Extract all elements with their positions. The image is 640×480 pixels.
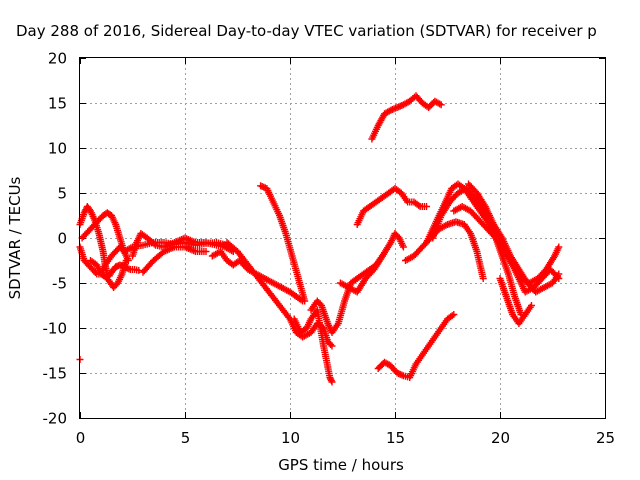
y-tick-label: -20 xyxy=(43,410,68,428)
data-series xyxy=(402,218,487,282)
y-tick-label: -15 xyxy=(43,365,68,383)
data-point xyxy=(328,342,336,350)
data-point xyxy=(528,302,535,309)
data-point xyxy=(555,243,563,251)
data-series xyxy=(496,275,535,327)
data-series xyxy=(257,182,309,305)
data-point xyxy=(450,311,458,318)
data-point xyxy=(124,257,132,264)
chart-title: Day 288 of 2016, Sidereal Day-to-day VTE… xyxy=(16,22,597,40)
plot-frame xyxy=(79,57,606,419)
x-tick-label: 5 xyxy=(181,429,191,447)
data-point xyxy=(423,203,430,210)
data-series xyxy=(290,306,336,386)
x-tick-label: 15 xyxy=(386,429,405,447)
y-tick-label: 20 xyxy=(48,50,67,68)
y-tick-label: 0 xyxy=(57,230,67,248)
data-point xyxy=(328,378,336,386)
data-series xyxy=(353,185,430,228)
data-point xyxy=(479,275,487,282)
x-tick-label: 0 xyxy=(76,429,86,447)
x-tick-label: 10 xyxy=(281,429,300,447)
axes: 0 5 10 15 20 25 20 15 10 5 0 -5 -10 -15 -20 xyxy=(43,50,616,448)
data-series xyxy=(368,92,445,143)
data-point xyxy=(555,270,563,278)
data-point xyxy=(415,201,423,209)
data-series xyxy=(336,230,407,296)
data-point xyxy=(202,248,210,255)
x-tick-label: 20 xyxy=(491,429,510,447)
y-tick-label: -5 xyxy=(52,275,67,293)
y-tick-label: 10 xyxy=(48,140,67,158)
data-point xyxy=(80,209,88,217)
data-point xyxy=(399,243,407,251)
data-series xyxy=(465,180,563,296)
data-point xyxy=(327,341,335,348)
data-series xyxy=(374,311,458,381)
x-tick-label: 25 xyxy=(596,429,615,447)
data-point xyxy=(301,297,309,305)
y-tick-label: -10 xyxy=(43,320,68,338)
data-series xyxy=(223,239,336,350)
y-axis-label: SDTVAR / TECUs xyxy=(6,176,24,299)
data-point xyxy=(385,107,393,115)
data-point xyxy=(436,100,444,108)
data-point xyxy=(448,312,456,320)
x-axis-label: GPS time / hours xyxy=(278,456,404,474)
data-point xyxy=(437,101,445,109)
data-series xyxy=(139,243,210,276)
y-tick-label: 15 xyxy=(48,95,67,113)
y-tick-label: 5 xyxy=(57,185,67,203)
